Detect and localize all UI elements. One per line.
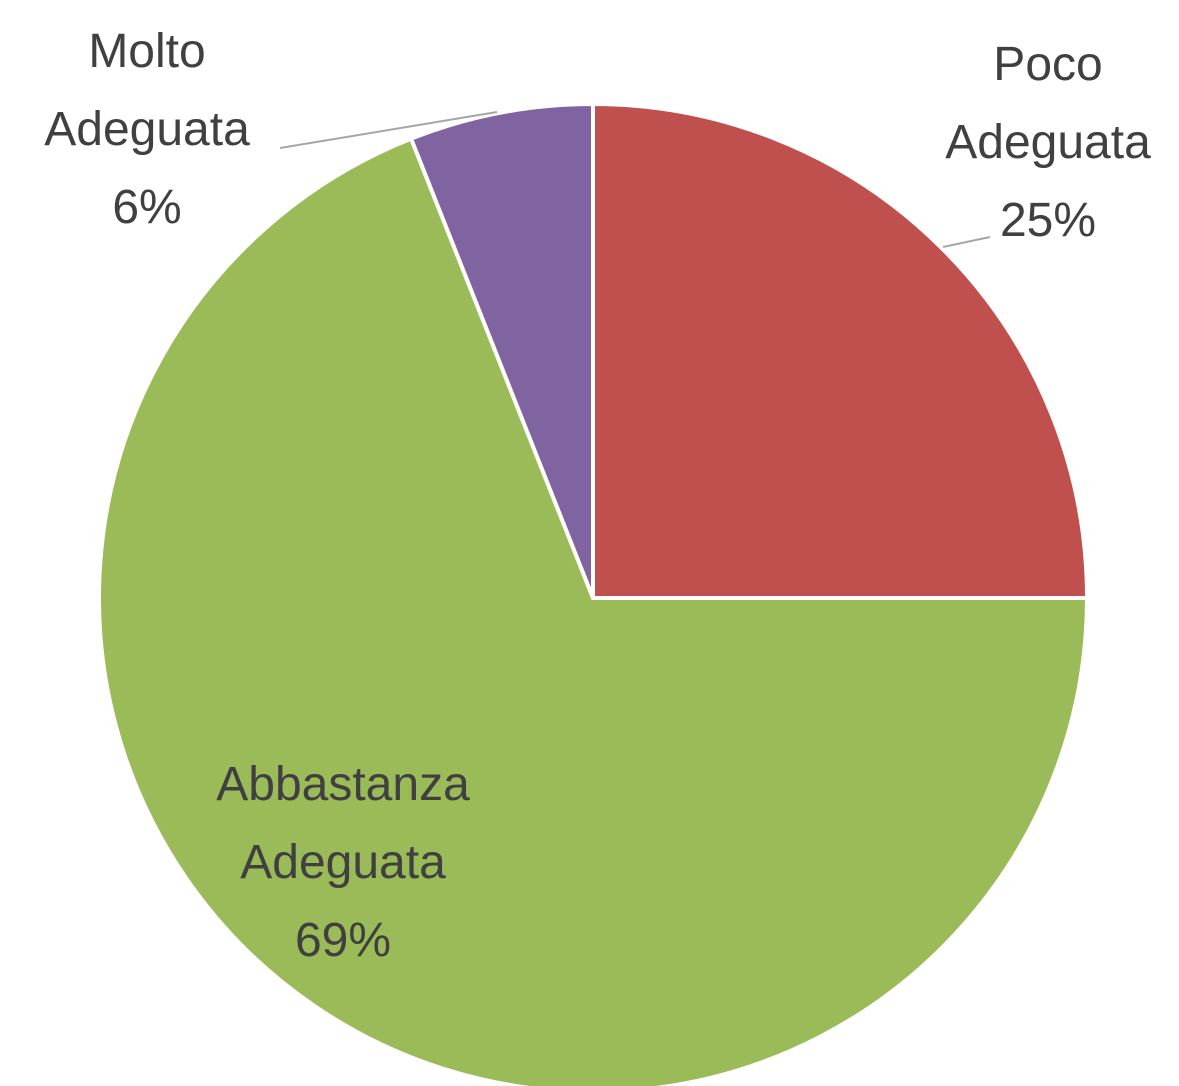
value-label: 25% (999, 194, 1097, 247)
value-label: 69% (294, 914, 392, 967)
leader-line (279, 111, 498, 149)
data-label: Molto Adeguata 6% (17, 13, 277, 247)
data-label: Abbastanza Adeguata 69% (183, 746, 503, 980)
category-label: Abbastanza Adeguata (216, 758, 470, 889)
leader-line (942, 236, 991, 248)
category-label: Molto Adeguata (44, 25, 250, 156)
data-label: Poco Adeguata 25% (918, 26, 1178, 260)
pie-slice (591, 101, 1090, 600)
pie-slice (97, 136, 1090, 1086)
value-label: 6% (112, 181, 182, 234)
pie-slice (408, 101, 595, 599)
category-label: Poco Adeguata (945, 38, 1151, 169)
